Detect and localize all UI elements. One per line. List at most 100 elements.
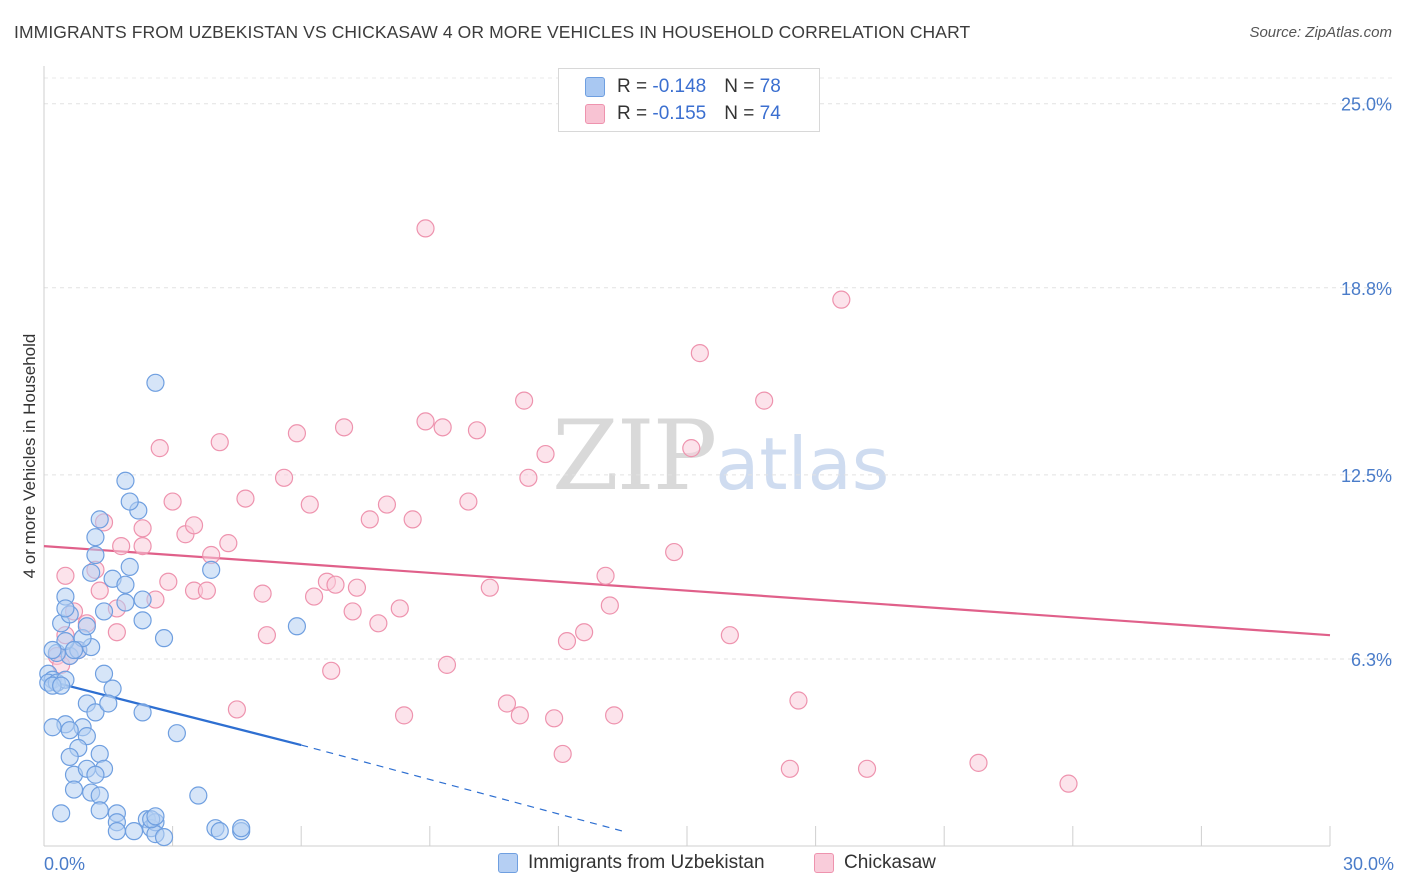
axes (43, 66, 1331, 847)
point-uzbekistan (154, 827, 174, 847)
point-chickasaw (159, 572, 178, 591)
point-uzbekistan (124, 822, 144, 841)
point-chickasaw (150, 439, 169, 458)
point-chickasaw (343, 602, 362, 621)
point-chickasaw (274, 468, 294, 487)
point-uzbekistan (133, 611, 152, 630)
legend-r-label: R = (617, 76, 653, 97)
series-legend: Immigrants from Uzbekistan Chickasaw (0, 852, 1406, 878)
point-chickasaw (416, 412, 435, 431)
point-uzbekistan (56, 599, 75, 618)
point-uzbekistan (146, 373, 165, 392)
legend-n-label: N = (724, 103, 760, 124)
point-chickasaw (789, 691, 808, 710)
point-chickasaw (163, 492, 182, 511)
point-chickasaw (832, 290, 851, 309)
point-chickasaw (227, 700, 246, 719)
point-chickasaw (219, 534, 238, 553)
y-tick-label: 18.8% (1341, 279, 1392, 299)
point-uzbekistan (210, 822, 229, 841)
point-uzbekistan (52, 676, 71, 695)
point-uzbekistan (52, 804, 71, 823)
point-uzbekistan (60, 721, 79, 740)
point-chickasaw (184, 516, 204, 535)
point-chickasaw (326, 575, 345, 594)
point-uzbekistan (116, 593, 135, 612)
point-uzbekistan (189, 786, 208, 805)
x-tick-label: 0.0% (44, 854, 85, 874)
point-chickasaw (682, 439, 701, 458)
point-uzbekistan (154, 629, 174, 648)
point-chickasaw (253, 584, 272, 603)
point-uzbekistan (86, 545, 105, 565)
point-chickasaw (545, 709, 564, 728)
grid (44, 77, 1392, 660)
point-chickasaw (197, 581, 216, 600)
point-uzbekistan (64, 640, 84, 660)
source-credit: Source: ZipAtlas.com (1249, 24, 1392, 41)
point-uzbekistan (232, 819, 251, 838)
point-chickasaw (360, 510, 379, 529)
point-chickasaw (755, 391, 774, 410)
point-uzbekistan (43, 640, 62, 660)
point-chickasaw (300, 495, 319, 514)
point-chickasaw (969, 753, 988, 772)
series-legend-chickasaw[interactable]: Chickasaw (814, 852, 936, 874)
point-chickasaw (433, 418, 452, 437)
point-chickasaw (557, 632, 577, 651)
point-uzbekistan (133, 590, 152, 609)
point-chickasaw (334, 418, 354, 437)
point-uzbekistan (202, 560, 221, 579)
point-chickasaw (780, 759, 799, 778)
point-uzbekistan (107, 822, 126, 841)
trend-line-uzbekistan (43, 678, 302, 747)
point-chickasaw (575, 623, 594, 642)
point-uzbekistan (90, 510, 109, 529)
point-uzbekistan (94, 602, 114, 621)
legend-row-uzbekistan: R = -0.148 N = 78 (585, 76, 781, 100)
point-chickasaw (720, 626, 739, 645)
point-chickasaw (515, 391, 534, 410)
y-tick-label: 25.0% (1341, 95, 1392, 115)
point-chickasaw (857, 759, 877, 778)
point-chickasaw (1059, 774, 1078, 793)
series-legend-uzbekistan[interactable]: Immigrants from Uzbekistan (498, 852, 765, 874)
legend-r-value: -0.155 (652, 103, 707, 124)
data-points (39, 219, 1078, 847)
point-chickasaw (665, 542, 684, 562)
x-tick-label: 30.0% (1343, 854, 1394, 874)
y-tick-label: 6.3% (1351, 650, 1392, 670)
correlation-legend: R = -0.148 N = 78 R = -0.155 N = 74 (558, 68, 820, 132)
point-chickasaw (390, 599, 409, 618)
point-chickasaw (497, 694, 517, 713)
series-label-chickasaw: Chickasaw (844, 852, 936, 873)
tick-labels: 6.3% 12.5% 18.8% 25.0% 0.0% 30.0% (44, 95, 1394, 874)
point-chickasaw (377, 495, 397, 514)
point-chickasaw (596, 566, 615, 585)
point-chickasaw (600, 596, 619, 615)
point-chickasaw (416, 219, 435, 238)
series-label-uzbekistan: Immigrants from Uzbekistan (528, 852, 765, 873)
point-uzbekistan (90, 801, 109, 820)
point-uzbekistan (86, 528, 105, 547)
point-chickasaw (690, 344, 709, 363)
point-chickasaw (112, 537, 131, 556)
point-uzbekistan (133, 703, 152, 722)
point-chickasaw (480, 578, 499, 597)
legend-row-chickasaw: R = -0.155 N = 74 (585, 103, 781, 127)
trend-line-extension (301, 744, 623, 832)
point-uzbekistan (82, 563, 101, 582)
point-uzbekistan (94, 664, 114, 683)
legend-r-label: R = (617, 103, 653, 124)
legend-n-value: 74 (759, 103, 781, 124)
point-chickasaw (287, 424, 307, 443)
point-chickasaw (437, 655, 457, 674)
point-uzbekistan (146, 807, 165, 826)
point-chickasaw (236, 489, 255, 508)
point-chickasaw (56, 566, 75, 585)
series-swatch-chickasaw (814, 852, 834, 873)
point-chickasaw (210, 433, 229, 452)
point-uzbekistan (43, 718, 62, 737)
point-chickasaw (133, 537, 152, 556)
point-uzbekistan (77, 617, 96, 636)
